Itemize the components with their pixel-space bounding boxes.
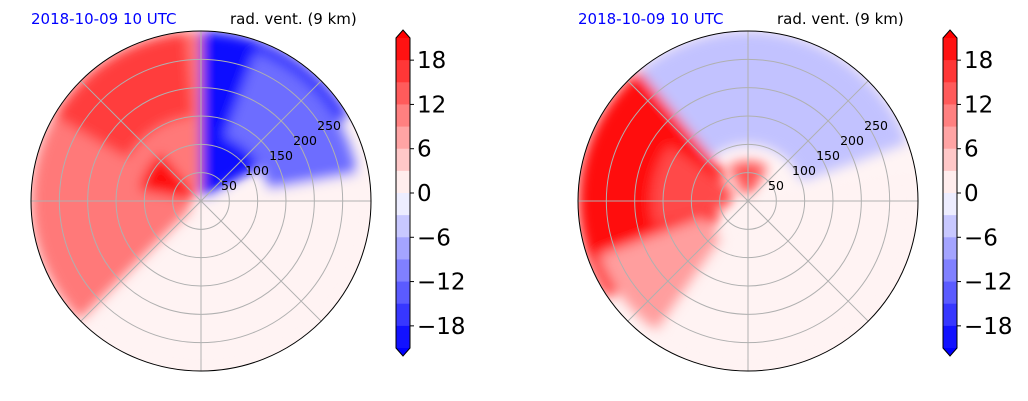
range-ring-label-200: 200: [293, 133, 317, 148]
colorbar-bin: [396, 303, 410, 327]
panel-right-outline: [577, 30, 919, 372]
colorbar-bin: [943, 82, 957, 105]
colorbar-tick-label: 0: [417, 181, 432, 207]
panel-right-colorbar: 18 12 6 0 −6 −12 −18: [942, 29, 1013, 357]
colorbar-bin: [943, 259, 957, 283]
colorbar-bin: [396, 259, 410, 283]
range-ring-label-250: 250: [864, 118, 888, 133]
colorbar-bin: [396, 104, 410, 128]
colorbar-outline: [942, 29, 958, 357]
colorbar-bin: [943, 104, 957, 128]
velocity-region-outbound-west-inner: [651, 145, 735, 226]
colorbar-tick-label: 18: [417, 48, 446, 74]
colorbar-tick-label: 12: [964, 92, 993, 118]
range-ring-label-50: 50: [221, 178, 237, 193]
velocity-region-outbound-core: [139, 153, 198, 201]
colorbar-bin: [396, 170, 410, 194]
range-ring-label-200: 200: [840, 133, 864, 148]
panel-left-outline: [30, 30, 372, 372]
colorbar-tick-label: −18: [964, 314, 1013, 340]
colorbar-extend-max: [396, 30, 410, 38]
colorbar-bin: [396, 325, 410, 349]
colorbar-bin: [396, 281, 410, 305]
colorbar-tick-label: 0: [964, 181, 979, 207]
panel-left-colorbar: 18 12 6 0 −6 −12 −18: [395, 29, 466, 357]
colorbar-tick-label: 6: [417, 137, 432, 163]
panel-right-velocity-field: [578, 31, 918, 371]
azimuth-line-225: [80, 200, 202, 322]
range-ring-label-150: 150: [269, 148, 293, 163]
colorbar-extend-min: [943, 348, 957, 356]
panel-right-timestamp: 2018-10-09 10 UTC: [578, 10, 724, 28]
velocity-region-southeast-background: [80, 171, 371, 371]
velocity-region-inbound-north: [638, 31, 908, 182]
colorbar-outline: [395, 29, 411, 357]
azimuth-line-135: [747, 200, 869, 322]
range-ring-label-100: 100: [792, 163, 816, 178]
range-ring-label-150: 150: [816, 148, 840, 163]
colorbar-bin: [396, 126, 410, 150]
colorbar-bin: [396, 215, 410, 238]
azimuth-line-225: [627, 200, 749, 322]
colorbar-bin: [943, 170, 957, 194]
colorbar-extend-max: [943, 30, 957, 38]
colorbar-bin: [396, 193, 410, 216]
azimuth-line-45: [747, 80, 869, 202]
panel-left-timestamp: 2018-10-09 10 UTC: [31, 10, 177, 28]
colorbar-bin: [943, 325, 957, 349]
panel-right-azimuth-lines: [578, 31, 918, 371]
colorbar-bin: [943, 215, 957, 238]
panel-left-azimuth-lines: [31, 31, 371, 371]
colorbar-bin: [943, 126, 957, 150]
colorbar-tick-label: −6: [964, 225, 998, 251]
colorbar-bin: [396, 60, 410, 83]
range-ring-label-100: 100: [245, 163, 269, 178]
range-ring-label-250: 250: [317, 118, 341, 133]
colorbar-tick-label: −12: [417, 270, 466, 296]
velocity-region-inbound-northeast-edge: [224, 51, 358, 190]
azimuth-line-315: [627, 80, 749, 202]
colorbar-bin: [396, 38, 410, 61]
colorbar-bin: [943, 148, 957, 172]
colorbar-bin: [943, 303, 957, 327]
velocity-region-southeast-background: [650, 171, 918, 371]
colorbar-bin: [396, 82, 410, 105]
panel-left-title: rad. vent. (9 km): [230, 10, 357, 28]
colorbar-tick-label: 18: [964, 48, 993, 74]
colorbar-bin: [943, 237, 957, 260]
colorbar-tick-label: −18: [417, 314, 466, 340]
colorbar-tick-label: −12: [964, 270, 1013, 296]
azimuth-line-315: [80, 80, 202, 202]
colorbar-tick-label: 12: [417, 92, 446, 118]
colorbar-bin: [396, 237, 410, 260]
colorbar-bin: [943, 38, 957, 61]
colorbar-tick-label: 6: [964, 137, 979, 163]
colorbar-bin: [396, 148, 410, 172]
colorbar-bin: [943, 60, 957, 83]
colorbar-tick-label: −6: [417, 225, 451, 251]
colorbar-extend-min: [396, 348, 410, 356]
azimuth-line-135: [200, 200, 322, 322]
panel-right: 2018-10-09 10 UTC rad. vent. (9 km) 50 10…: [577, 10, 1013, 372]
range-ring-label-50: 50: [768, 178, 784, 193]
panel-left: 2018-10-09 10 UTC rad. vent. (9 km) 50 10…: [30, 10, 466, 372]
azimuth-line-45: [200, 80, 322, 202]
panel-left-velocity-field: [31, 31, 371, 371]
panel-right-title: rad. vent. (9 km): [777, 10, 904, 28]
colorbar-bin: [943, 193, 957, 216]
colorbar-bin: [943, 281, 957, 305]
